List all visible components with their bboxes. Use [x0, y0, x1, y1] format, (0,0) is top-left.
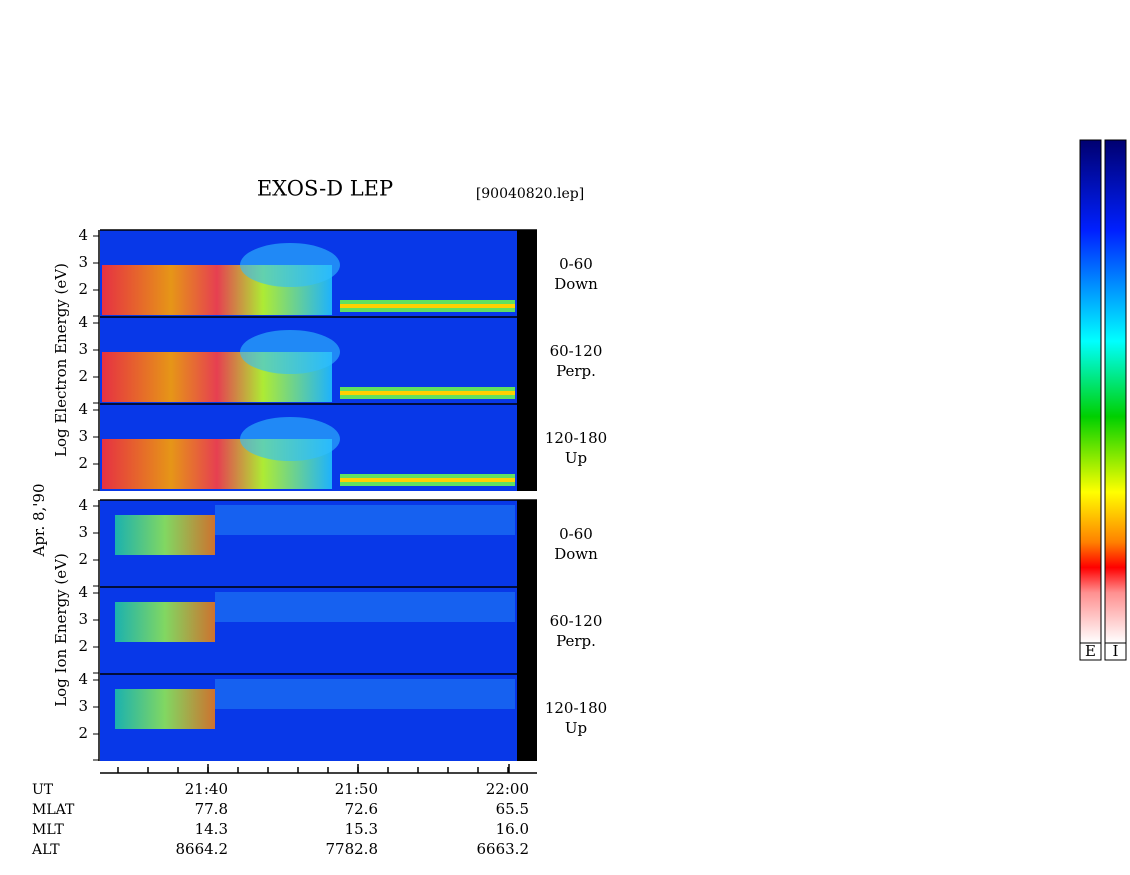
angle-label: 0-60	[559, 255, 593, 273]
ephemeris-value: 7782.8	[326, 840, 379, 858]
data-gap	[517, 230, 537, 317]
colorbar-label-box	[1104, 642, 1127, 661]
y-tick-label: 2	[78, 550, 88, 568]
ephemeris-value: 72.6	[345, 800, 378, 818]
y-tick-label: 2	[78, 367, 88, 385]
ephemeris-value: 8664.2	[176, 840, 229, 858]
ephemeris-label: MLT	[32, 822, 64, 838]
y-tick-label: 2	[78, 724, 88, 742]
y-tick-label: 3	[78, 523, 88, 541]
y-tick-label: 4	[78, 583, 88, 601]
title: EXOS-D LEP	[257, 177, 393, 201]
data-gap	[517, 587, 537, 674]
y-tick-label: 2	[78, 280, 88, 298]
direction-label: Up	[565, 719, 587, 737]
spectrum-glow	[240, 330, 340, 374]
x-tick-label: 21:40	[185, 780, 228, 798]
y-tick-label: 3	[78, 253, 88, 271]
direction-label: Down	[554, 275, 598, 293]
angle-label: 0-60	[559, 525, 593, 543]
angle-label: 60-120	[550, 612, 603, 630]
x-tick-label: 21:50	[335, 780, 378, 798]
y-tick-label: 4	[78, 226, 88, 244]
spectrum-glow	[240, 243, 340, 287]
time-axis: 21:40 21:50 22:00 UT MLAT MLT ALT 77.8 72.6 65.5 1…	[31, 764, 537, 858]
ion-axis-label: Log Ion Energy (eV)	[52, 553, 70, 707]
angle-label: 120-180	[545, 699, 607, 717]
colorbar	[1079, 139, 1102, 644]
spectrum-line-core	[340, 304, 515, 308]
y-tick-label: 3	[78, 427, 88, 445]
colorbar-label: E	[1085, 642, 1096, 660]
y-tick-label: 3	[78, 610, 88, 628]
y-tick-label: 4	[78, 496, 88, 514]
y-tick-label: 4	[78, 400, 88, 418]
ephemeris-value: 14.3	[195, 820, 228, 838]
ephemeris-label: ALT	[31, 842, 60, 858]
electron-axis-label: Log Electron Energy (eV)	[52, 263, 70, 457]
spectrum-band	[115, 602, 215, 642]
direction-label: Down	[554, 545, 598, 563]
data-gap	[517, 674, 537, 761]
spectrum-glow	[240, 417, 340, 461]
date-label: Apr. 8,'90	[30, 483, 48, 557]
colorbar-label-box	[1079, 642, 1102, 661]
direction-label: Up	[565, 449, 587, 467]
spectrum-line-core	[340, 391, 515, 395]
spectrum-line-core	[340, 478, 515, 482]
ephemeris-label: MLAT	[32, 802, 75, 818]
ephemeris-value: 65.5	[496, 800, 529, 818]
x-tick-label: 22:00	[486, 780, 529, 798]
ephemeris-value: 15.3	[345, 820, 378, 838]
ephemeris-label: UT	[32, 782, 54, 798]
direction-label: Perp.	[556, 362, 596, 380]
spectrum-haze	[215, 592, 515, 622]
colorbar-label: I	[1113, 642, 1119, 660]
spectrum-band	[115, 515, 215, 555]
y-tick-label: 3	[78, 340, 88, 358]
angle-label: 60-120	[550, 342, 603, 360]
spectrum-haze	[215, 505, 515, 535]
spectrum-haze	[215, 679, 515, 709]
y-tick-label: 2	[78, 454, 88, 472]
panels: 4 3 2 0-60 Down 4 3 2 60-120 Perp. 4 3 2 120-180 Up 4 3 2…	[78, 226, 607, 761]
ephemeris-value: 77.8	[195, 800, 228, 818]
file-name: [90040820.lep]	[476, 186, 584, 202]
ephemeris-value: 6663.2	[477, 840, 530, 858]
y-tick-label: 4	[78, 313, 88, 331]
angle-label: 120-180	[545, 429, 607, 447]
direction-label: Perp.	[556, 632, 596, 650]
y-tick-label: 3	[78, 697, 88, 715]
colorbar	[1104, 139, 1127, 644]
y-tick-label: 4	[78, 670, 88, 688]
ephemeris-value: 16.0	[496, 820, 529, 838]
data-gap	[517, 500, 537, 587]
data-gap	[517, 404, 537, 491]
data-gap	[517, 317, 537, 404]
spectrum-band	[115, 689, 215, 729]
y-tick-label: 2	[78, 637, 88, 655]
